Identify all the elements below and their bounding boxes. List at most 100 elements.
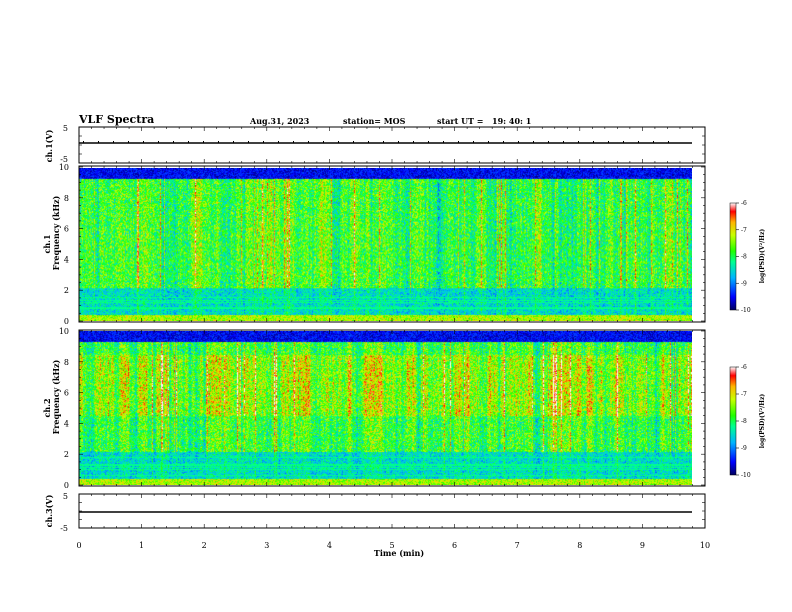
time-tick-label: 10 xyxy=(700,541,710,550)
freq-tick-label: 0 xyxy=(64,481,69,490)
trace-marker xyxy=(398,141,399,143)
colorbar-tick-label: -6 xyxy=(741,200,747,207)
colorbar-tick-label: -8 xyxy=(741,254,747,261)
freq-tick-label: 10 xyxy=(59,163,69,172)
trace-marker xyxy=(668,141,669,143)
freq-tick-label: 2 xyxy=(64,286,69,295)
start-ut-label: start UT = xyxy=(437,116,484,126)
trace-marker xyxy=(443,141,444,143)
ch1-ytick-top: 5 xyxy=(63,124,68,133)
trace-marker xyxy=(278,141,279,143)
ch1-ytick-bottom: -5 xyxy=(60,155,68,164)
start-time-value: 19: 40: 1 xyxy=(492,116,532,126)
trace-marker xyxy=(518,141,519,143)
trace-marker xyxy=(263,141,264,143)
trace-marker xyxy=(173,141,174,143)
trace-marker xyxy=(638,141,639,143)
ch1-frequency-label: Frequency (kHz) xyxy=(51,195,61,270)
ch1-freq-tick-labels: 0 2 4 6 8 10 xyxy=(59,163,69,326)
trace-marker xyxy=(578,141,579,143)
ch2-colorbar-label: log(PSD)(V²/Hz) xyxy=(759,394,766,449)
trace-marker xyxy=(563,141,564,143)
trace-marker xyxy=(653,141,654,143)
trace-marker xyxy=(83,141,84,143)
trace-marker xyxy=(323,141,324,143)
time-tick-label: 0 xyxy=(76,541,81,550)
trace-marker xyxy=(368,141,369,143)
trace-marker xyxy=(113,141,114,143)
x-axis-label: Time (min) xyxy=(374,548,424,558)
ch1-colorbar: -6 -7 -8 -9 -10 log(PSD)(V²/Hz) xyxy=(729,200,766,314)
freq-tick-label: 2 xyxy=(64,450,69,459)
freq-tick-label: 8 xyxy=(64,194,69,203)
time-tick-label: 1 xyxy=(139,541,144,550)
colorbar-tick-label: -9 xyxy=(741,280,747,287)
ch2-frequency-label: Frequency (kHz) xyxy=(51,359,61,434)
trace-marker xyxy=(98,141,99,143)
trace-marker xyxy=(308,141,309,143)
trace-marker xyxy=(143,141,144,143)
trace-marker xyxy=(428,141,429,143)
freq-tick-label: 8 xyxy=(64,358,69,367)
trace-marker xyxy=(473,141,474,143)
colorbar-tick-label: -9 xyxy=(741,445,747,452)
ch1-colorbar-ticks: -6 -7 -8 -9 -10 xyxy=(736,200,751,314)
trace-marker xyxy=(458,141,459,143)
trace-marker xyxy=(383,141,384,143)
freq-tick-label: 10 xyxy=(59,327,69,336)
colorbar-tick-label: -8 xyxy=(741,418,747,425)
axis-ticks xyxy=(78,126,706,529)
trace-marker xyxy=(188,141,189,143)
trace-marker xyxy=(218,141,219,143)
time-tick-labels: 0 1 2 3 4 5 6 7 8 9 10 xyxy=(76,541,710,550)
trace-marker xyxy=(503,141,504,143)
ch1-voltage-label: ch.1(V) xyxy=(44,129,54,162)
freq-tick-label: 0 xyxy=(64,317,69,326)
date-label: Aug.31, 2023 xyxy=(250,116,310,126)
time-tick-label: 7 xyxy=(515,541,520,550)
ch2-colorbar: -6 -7 -8 -9 -10 log(PSD)(V²/Hz) xyxy=(729,364,766,479)
freq-tick-label: 4 xyxy=(64,419,69,428)
ch1-channel-label: ch.1 xyxy=(42,234,52,253)
ch2-freq-tick-labels: 0 2 4 6 8 10 xyxy=(59,327,69,490)
colorbar-tick-label: -6 xyxy=(741,364,747,371)
figure-title: VLF Spectra xyxy=(79,113,155,126)
ch1-colorbar-label: log(PSD)(V²/Hz) xyxy=(759,229,766,284)
trace-marker xyxy=(233,141,234,143)
colorbar-tick-label: -7 xyxy=(741,391,747,398)
colorbar-tick-label: -7 xyxy=(741,227,747,234)
ch1-spectrogram-image xyxy=(79,168,692,321)
ch2-colorbar-ticks: -6 -7 -8 -9 -10 xyxy=(736,364,751,479)
station-label: station= MOS xyxy=(343,116,406,126)
time-tick-label: 8 xyxy=(577,541,582,550)
ch3-ytick-top: 5 xyxy=(63,492,68,501)
time-tick-label: 6 xyxy=(452,541,457,550)
ch2-spectrogram-image xyxy=(79,331,692,485)
ch3-ytick-bottom: -5 xyxy=(60,524,68,533)
ch2-channel-label: ch.2 xyxy=(42,398,52,417)
trace-marker xyxy=(608,141,609,143)
colorbar-tick-label: -10 xyxy=(741,307,751,314)
panel-ch1-spectrogram xyxy=(78,165,706,323)
trace-marker xyxy=(338,141,339,143)
time-tick-label: 9 xyxy=(640,541,645,550)
trace-marker xyxy=(488,141,489,143)
trace-marker xyxy=(248,141,249,143)
trace-marker xyxy=(593,141,594,143)
trace-marker xyxy=(203,141,204,143)
trace-marker xyxy=(548,141,549,143)
freq-tick-label: 6 xyxy=(64,389,69,398)
panel-ch1-voltage xyxy=(78,126,706,164)
time-tick-label: 3 xyxy=(264,541,269,550)
colorbar-tick-label: -10 xyxy=(741,472,751,479)
panel-ch2-spectrogram xyxy=(78,329,706,487)
trace-marker xyxy=(623,141,624,143)
time-tick-label: 4 xyxy=(327,541,332,550)
trace-marker xyxy=(293,141,294,143)
time-tick-label: 5 xyxy=(389,541,394,550)
trace-marker xyxy=(533,141,534,143)
panel-ch3-voltage xyxy=(78,493,706,529)
time-tick-label: 2 xyxy=(202,541,207,550)
trace-marker xyxy=(413,141,414,143)
